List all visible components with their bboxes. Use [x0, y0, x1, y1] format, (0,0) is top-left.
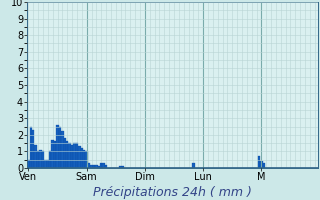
Bar [66, 141, 68, 168]
Bar [64, 138, 66, 168]
Bar [76, 143, 78, 168]
Bar [81, 148, 83, 168]
Bar [93, 165, 95, 168]
Bar [105, 165, 107, 168]
Bar [52, 140, 54, 168]
Bar [30, 127, 32, 168]
Bar [44, 160, 47, 168]
Bar [263, 163, 265, 168]
Bar [42, 151, 44, 168]
Bar [102, 163, 105, 168]
Bar [39, 150, 42, 168]
Bar [71, 145, 73, 168]
Bar [192, 163, 195, 168]
Bar [27, 160, 30, 168]
Bar [260, 161, 263, 168]
Bar [73, 143, 76, 168]
Bar [88, 163, 90, 168]
Bar [61, 131, 64, 168]
Bar [90, 165, 93, 168]
Bar [68, 143, 71, 168]
Bar [100, 163, 102, 168]
Bar [78, 146, 81, 168]
Bar [85, 151, 88, 168]
Bar [47, 160, 49, 168]
Bar [258, 156, 260, 168]
Bar [54, 141, 56, 168]
Bar [95, 165, 98, 168]
Bar [83, 150, 85, 168]
Bar [59, 127, 61, 168]
Bar [122, 166, 124, 168]
Bar [32, 130, 35, 168]
Bar [49, 151, 52, 168]
X-axis label: Précipitations 24h ( mm ): Précipitations 24h ( mm ) [93, 186, 252, 199]
Bar [56, 125, 59, 168]
Bar [98, 166, 100, 168]
Bar [37, 151, 39, 168]
Bar [119, 166, 122, 168]
Bar [35, 145, 37, 168]
